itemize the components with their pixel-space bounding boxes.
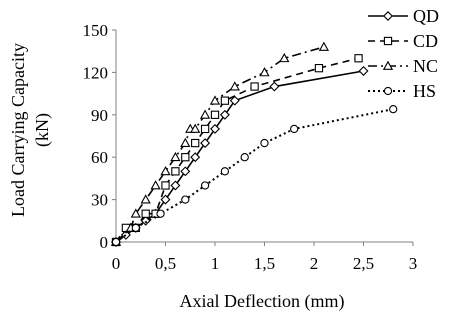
- series-hs-point: [240, 153, 249, 162]
- series-qd-point: [170, 180, 181, 191]
- x-tick-label: 0: [112, 254, 121, 273]
- y-tick-label: 60: [91, 148, 108, 167]
- series-qd-point: [358, 66, 369, 76]
- series-qd-point: [200, 138, 211, 149]
- series-nc-point: [160, 166, 171, 176]
- series-cd-point: [181, 153, 190, 162]
- series-hs-point: [111, 237, 121, 247]
- series-hs: [111, 104, 398, 247]
- x-tick-label: 1: [211, 254, 220, 273]
- y-axis: 0 30 60 90 120 150: [83, 21, 117, 252]
- series-nc-point: [259, 67, 270, 77]
- y-tick-label: 90: [91, 106, 108, 125]
- series-cd-point: [141, 209, 150, 218]
- y-tick-label: 0: [100, 233, 109, 252]
- y-tick-label: 30: [91, 191, 108, 210]
- series-hs-point: [389, 104, 398, 114]
- legend-swatch-marker: [382, 60, 394, 70]
- series-qd-point: [269, 81, 280, 92]
- legend-item-nc: NC: [368, 56, 438, 76]
- legend-item-qd: QD: [368, 6, 439, 26]
- series-qd: [111, 66, 369, 247]
- series-qd-point: [210, 123, 220, 134]
- series-qd-point: [140, 215, 151, 226]
- legend-label: QD: [413, 6, 439, 26]
- x-ticks: 0 0,5 1 1,5 2 2,5 3: [112, 242, 418, 273]
- x-axis: 0 0,5 1 1,5 2 2,5 3: [112, 241, 418, 273]
- series-nc-point: [150, 180, 161, 190]
- series-nc-point: [180, 137, 191, 147]
- legend-label: HS: [413, 81, 436, 101]
- series-qd-point: [229, 95, 240, 106]
- series-cd-point: [210, 110, 220, 119]
- series-nc-point: [318, 41, 330, 51]
- series-cd-point: [354, 54, 363, 63]
- series-qd-point: [190, 152, 201, 163]
- x-tick-label: 0,5: [155, 254, 176, 273]
- series-hs-point: [181, 195, 190, 204]
- series-nc-point: [190, 123, 201, 133]
- series-cd-point: [200, 124, 210, 134]
- y-tick-label: 150: [83, 21, 109, 40]
- series-nc-point: [229, 81, 240, 91]
- series-cd-point: [171, 167, 180, 176]
- legend: QD CD NC HS: [368, 6, 439, 101]
- series-hs-point: [290, 124, 299, 134]
- x-tick-label: 2: [310, 254, 319, 273]
- series-cd-point: [191, 138, 200, 148]
- legend-item-cd: CD: [368, 31, 438, 51]
- series-nc-point: [199, 109, 211, 119]
- x-tick-label: 3: [409, 254, 418, 273]
- legend-item-hs: HS: [368, 81, 436, 101]
- series-cd-point: [250, 82, 259, 91]
- series-nc-point: [130, 208, 141, 218]
- y-axis-label: Load Carrying Capacity (kN): [8, 43, 53, 217]
- series-nc-line: [115, 46, 325, 243]
- y-axis-label-line-1: Load Carrying Capacity: [8, 43, 28, 217]
- x-tick-label: 1,5: [254, 254, 275, 273]
- legend-label: NC: [413, 56, 438, 76]
- series-nc-point: [209, 95, 221, 105]
- legend-swatch-marker: [383, 11, 393, 21]
- y-axis-label-line-2: (kN): [32, 113, 53, 147]
- series-group: [110, 41, 398, 247]
- y-tick-label: 120: [83, 63, 109, 82]
- legend-swatch-marker: [383, 86, 393, 96]
- series-qd-point: [160, 194, 171, 205]
- series-hs-point: [131, 223, 140, 233]
- series-nc-point: [279, 52, 290, 63]
- series-nc-point: [170, 151, 181, 162]
- series-hs-point: [260, 138, 269, 148]
- x-axis-label: Axial Deflection (mm): [180, 291, 345, 312]
- series-hs-line: [115, 108, 394, 243]
- series-nc-point: [140, 194, 151, 204]
- y-ticks: 0 30 60 90 120 150: [83, 21, 116, 252]
- legend-label: CD: [413, 31, 438, 51]
- series-cd-point: [161, 181, 170, 190]
- series-hs-point: [200, 181, 210, 190]
- legend-swatch-marker: [383, 36, 393, 46]
- series-hs-point: [220, 167, 230, 176]
- series-nc: [110, 41, 330, 246]
- series-cd-point: [220, 96, 230, 105]
- series-qd-point: [219, 109, 230, 120]
- series-cd-line: [115, 57, 359, 243]
- x-tick-label: 2,5: [353, 254, 374, 273]
- series-qd-point: [180, 166, 191, 177]
- series-hs-point: [156, 209, 165, 218]
- series-cd-point: [314, 64, 324, 73]
